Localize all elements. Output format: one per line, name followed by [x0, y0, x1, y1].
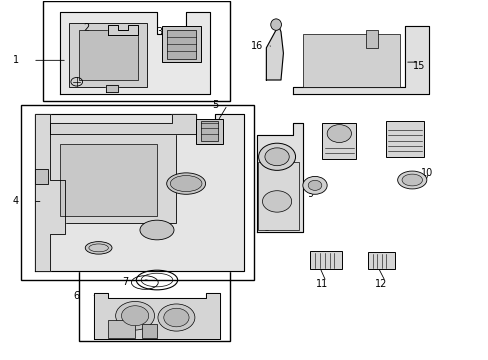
Bar — [142, 324, 157, 338]
Bar — [322, 123, 356, 158]
Text: 4: 4 — [13, 197, 19, 206]
Ellipse shape — [166, 173, 205, 194]
Text: 8: 8 — [263, 223, 269, 233]
Polygon shape — [106, 85, 118, 93]
Text: 7: 7 — [122, 277, 128, 287]
Circle shape — [307, 180, 321, 190]
Bar — [368, 252, 394, 269]
Circle shape — [302, 176, 326, 194]
Polygon shape — [35, 114, 244, 271]
Bar — [69, 23, 147, 87]
Text: 14: 14 — [403, 150, 415, 160]
Text: 15: 15 — [412, 61, 425, 71]
Bar — [258, 162, 299, 230]
Ellipse shape — [397, 171, 426, 189]
Polygon shape — [50, 114, 196, 134]
Bar — [79, 251, 229, 341]
Bar — [196, 119, 222, 144]
Bar — [79, 30, 137, 80]
Polygon shape — [266, 19, 283, 80]
Circle shape — [326, 125, 351, 143]
Ellipse shape — [140, 220, 174, 240]
Text: 9: 9 — [306, 189, 312, 199]
Bar — [60, 144, 157, 216]
Text: 16: 16 — [250, 41, 262, 51]
Circle shape — [264, 148, 288, 166]
Bar — [201, 121, 217, 141]
Ellipse shape — [270, 19, 281, 30]
Polygon shape — [94, 293, 220, 339]
Polygon shape — [256, 123, 302, 232]
Bar — [166, 30, 196, 59]
Circle shape — [262, 191, 291, 212]
Polygon shape — [292, 26, 428, 94]
Circle shape — [121, 306, 148, 326]
Text: 13: 13 — [321, 150, 333, 160]
Bar — [385, 121, 424, 157]
Circle shape — [258, 143, 295, 170]
Text: 11: 11 — [316, 279, 328, 289]
Ellipse shape — [85, 242, 112, 254]
Text: 6: 6 — [74, 291, 80, 301]
Bar — [108, 320, 135, 338]
Bar — [366, 30, 377, 48]
Text: 1: 1 — [13, 55, 19, 65]
Polygon shape — [108, 24, 137, 35]
Text: 12: 12 — [374, 279, 386, 289]
Bar — [35, 169, 47, 184]
Bar — [162, 26, 201, 62]
Bar — [309, 251, 341, 269]
Text: 10: 10 — [420, 168, 432, 178]
Bar — [42, 1, 229, 102]
Text: 3: 3 — [156, 27, 162, 37]
Text: 2: 2 — [83, 23, 89, 33]
Circle shape — [163, 308, 189, 327]
Bar — [50, 134, 176, 223]
Text: 5: 5 — [212, 100, 218, 110]
Polygon shape — [35, 114, 64, 271]
Ellipse shape — [401, 174, 422, 186]
Circle shape — [158, 304, 195, 331]
Circle shape — [116, 301, 154, 330]
Ellipse shape — [170, 176, 202, 192]
Bar — [21, 105, 254, 280]
Polygon shape — [60, 12, 210, 94]
Bar — [302, 33, 399, 87]
